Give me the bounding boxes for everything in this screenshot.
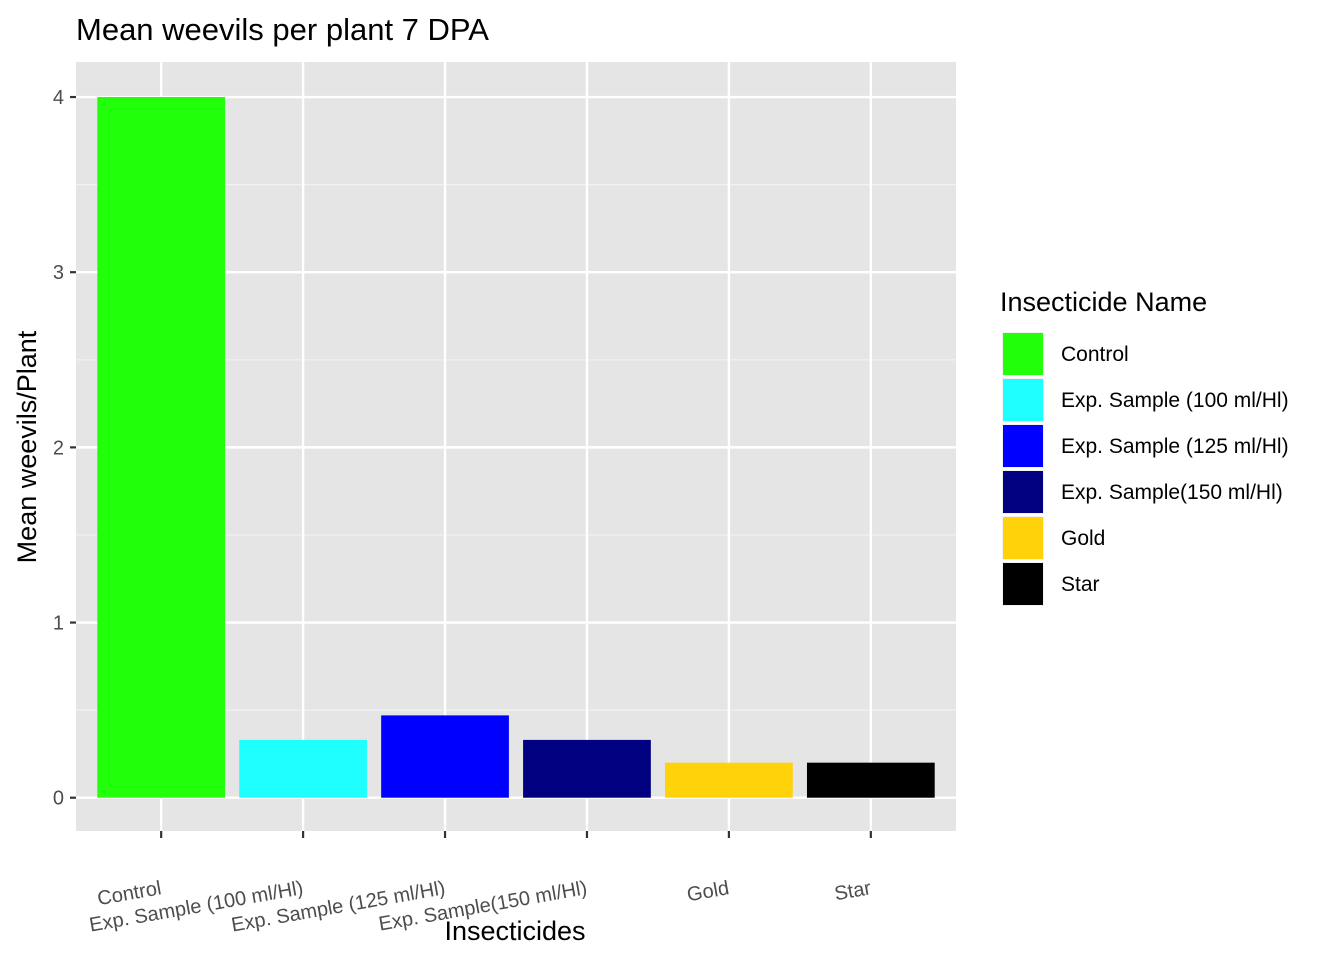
legend-title: Insecticide Name [1000, 287, 1207, 317]
bar [806, 762, 935, 798]
y-axis: 0 1 2 3 4 [53, 87, 76, 810]
legend-swatch [1003, 563, 1043, 605]
legend-label: Exp. Sample (100 ml/Hl) [1061, 389, 1289, 412]
bars [97, 97, 935, 798]
chart-title: Mean weevils per plant 7 DPA [76, 12, 489, 47]
legend-label: Control [1061, 343, 1129, 366]
y-tick-label: 4 [53, 87, 64, 109]
y-axis-title: Mean weevils/Plant [12, 330, 42, 563]
legend-label: Exp. Sample (125 ml/Hl) [1061, 435, 1289, 458]
legend-items: Control Exp. Sample (100 ml/Hl) Exp. Sampl… [1002, 332, 1289, 606]
legend-label: Exp. Sample(150 ml/Hl) [1061, 481, 1283, 504]
bar [523, 739, 651, 798]
legend-swatch [1003, 425, 1043, 467]
y-tick-label: 0 [53, 788, 64, 810]
x-axis-title: Insecticides [444, 916, 585, 946]
legend-swatch [1003, 471, 1043, 513]
legend-swatch [1003, 517, 1043, 559]
y-tick-label: 3 [53, 262, 64, 284]
bar [239, 739, 367, 798]
y-tick-label: 2 [53, 437, 64, 459]
legend-swatch [1003, 333, 1043, 375]
legend-label: Star [1061, 573, 1100, 596]
legend-swatch [1003, 379, 1043, 421]
legend-label: Gold [1061, 527, 1105, 550]
y-tick-label: 1 [53, 613, 64, 635]
bar [665, 762, 793, 798]
bar [97, 97, 226, 798]
legend: Insecticide Name Control Exp. Sample (100… [1000, 287, 1289, 606]
bar [381, 715, 509, 798]
